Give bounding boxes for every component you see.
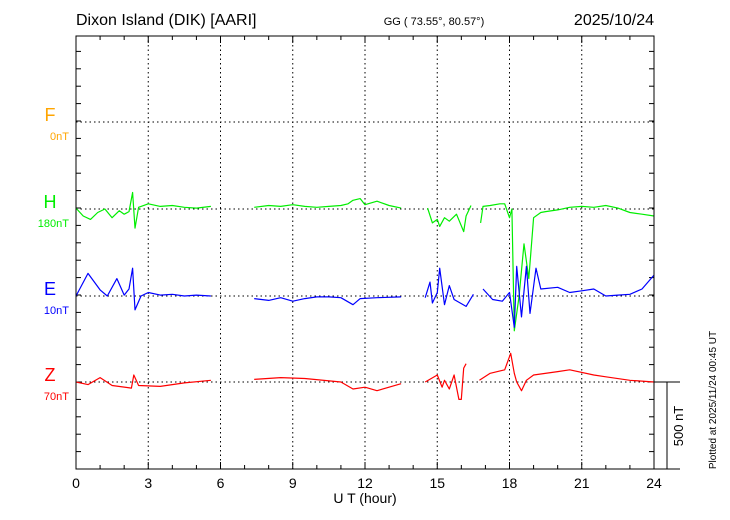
coordinates: GG ( 73.55°, 80.57°) — [384, 16, 485, 28]
series-label-z: Z — [45, 365, 56, 385]
x-tick-label: 0 — [72, 475, 80, 491]
date-label: 2025/10/24 — [574, 12, 654, 29]
trace-z — [75, 352, 655, 400]
x-tick-label: 3 — [144, 475, 152, 491]
plotted-timestamp: Plotted at 2025/11/24 00:45 UT — [708, 331, 719, 469]
x-tick-label: 12 — [357, 475, 373, 491]
x-tick-label: 15 — [429, 475, 445, 491]
station-title: Dixon Island (DIK) [AARI] — [76, 12, 257, 29]
x-tick-label: 24 — [646, 475, 662, 491]
scale-bar-label: 500 nT — [671, 406, 686, 447]
baseline-label-z: 70nT — [44, 391, 69, 403]
trace-e — [75, 265, 655, 328]
x-axis-label: U T (hour) — [333, 490, 396, 506]
plot-frame — [75, 35, 655, 470]
traces — [75, 191, 655, 400]
series-label-h: H — [44, 192, 57, 212]
baseline-label-h: 180nT — [38, 218, 69, 230]
baseline-label-e: 10nT — [44, 305, 69, 317]
x-tick-label: 9 — [289, 475, 297, 491]
x-tick-label: 6 — [217, 475, 225, 491]
x-tick-label: 21 — [574, 475, 590, 491]
series-label-f: F — [45, 105, 56, 125]
x-tick-label: 18 — [502, 475, 518, 491]
x-tick-labels: 0 3 6 9 12 15 18 21 24 — [72, 475, 662, 491]
baseline-label-f: 0nT — [50, 131, 69, 143]
trace-h — [75, 191, 655, 332]
series-labels: F 0nT H 180nT E 10nT Z 70nT — [38, 105, 69, 403]
grid — [76, 36, 654, 469]
series-label-e: E — [44, 279, 56, 299]
scale-bar: 500 nT — [654, 381, 686, 470]
